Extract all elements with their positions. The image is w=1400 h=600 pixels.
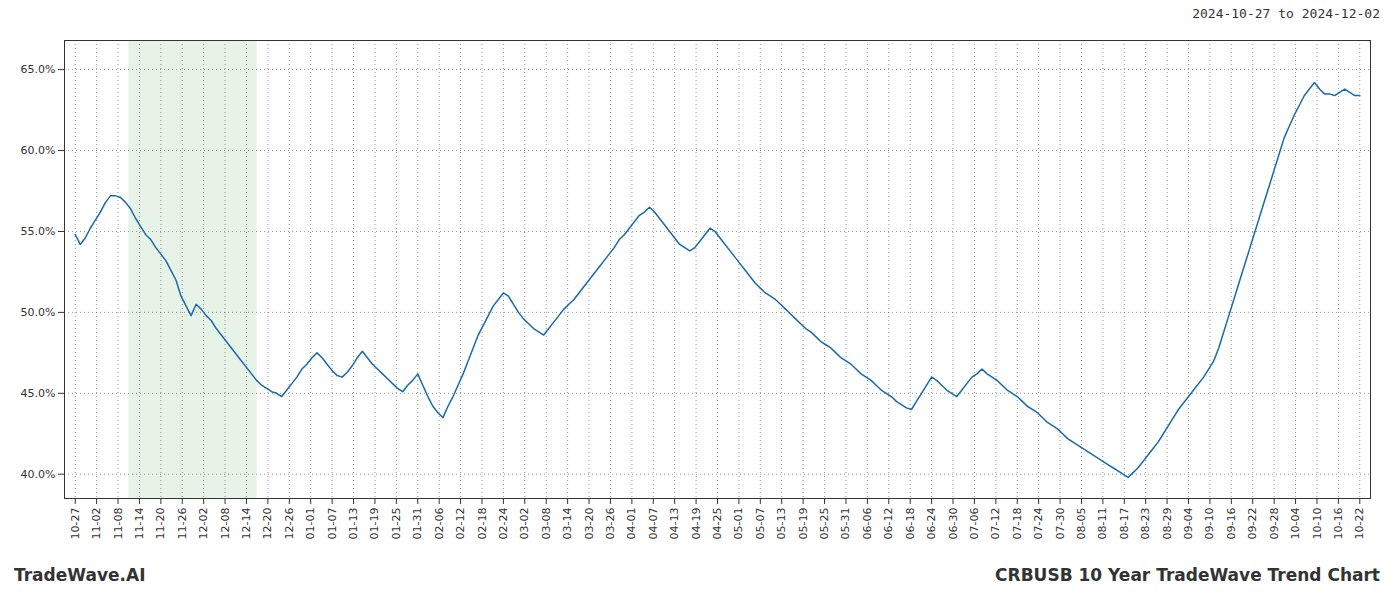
svg-text:07-12: 07-12 xyxy=(989,508,1002,540)
svg-text:05-19: 05-19 xyxy=(797,508,810,540)
svg-text:03-26: 03-26 xyxy=(604,508,617,540)
svg-text:01-19: 01-19 xyxy=(368,508,381,540)
svg-text:07-24: 07-24 xyxy=(1032,508,1045,540)
svg-text:04-13: 04-13 xyxy=(668,508,681,540)
svg-text:04-01: 04-01 xyxy=(625,508,638,540)
svg-text:50.0%: 50.0% xyxy=(21,306,56,319)
svg-text:04-19: 04-19 xyxy=(690,508,703,540)
svg-text:08-23: 08-23 xyxy=(1139,508,1152,540)
svg-text:05-25: 05-25 xyxy=(818,508,831,540)
svg-text:40.0%: 40.0% xyxy=(21,468,56,481)
svg-text:03-20: 03-20 xyxy=(583,508,596,540)
svg-text:09-16: 09-16 xyxy=(1225,508,1238,540)
svg-text:07-18: 07-18 xyxy=(1011,508,1024,540)
svg-text:09-10: 09-10 xyxy=(1203,508,1216,540)
svg-text:03-02: 03-02 xyxy=(518,508,531,540)
svg-text:11-26: 11-26 xyxy=(176,508,189,540)
svg-text:06-24: 06-24 xyxy=(925,508,938,540)
svg-text:09-04: 09-04 xyxy=(1182,508,1195,540)
svg-text:01-01: 01-01 xyxy=(304,508,317,540)
svg-text:45.0%: 45.0% xyxy=(21,387,56,400)
svg-text:05-31: 05-31 xyxy=(839,508,852,540)
svg-text:03-14: 03-14 xyxy=(561,508,574,540)
svg-text:11-08: 11-08 xyxy=(112,508,125,540)
svg-text:12-14: 12-14 xyxy=(240,508,253,540)
svg-text:09-22: 09-22 xyxy=(1246,508,1259,540)
svg-text:12-26: 12-26 xyxy=(283,508,296,540)
svg-text:08-29: 08-29 xyxy=(1161,508,1174,540)
svg-text:05-01: 05-01 xyxy=(732,508,745,540)
svg-text:12-02: 12-02 xyxy=(197,508,210,540)
svg-text:01-07: 01-07 xyxy=(326,508,339,540)
svg-text:11-20: 11-20 xyxy=(154,508,167,540)
svg-text:06-18: 06-18 xyxy=(904,508,917,540)
svg-text:11-02: 11-02 xyxy=(90,508,103,540)
svg-text:65.0%: 65.0% xyxy=(21,63,56,76)
svg-text:02-06: 02-06 xyxy=(433,508,446,540)
svg-text:01-25: 01-25 xyxy=(390,508,403,540)
svg-text:08-05: 08-05 xyxy=(1075,508,1088,540)
svg-text:05-07: 05-07 xyxy=(754,508,767,540)
svg-text:04-25: 04-25 xyxy=(711,508,724,540)
html-text:CRBUSB 10 Year TradeWave Trend: CRBUSB 10 Year TradeWave Trend Chart xyxy=(995,565,1380,585)
svg-text:10-27: 10-27 xyxy=(69,508,82,540)
svg-text:02-24: 02-24 xyxy=(497,508,510,540)
svg-text:07-30: 07-30 xyxy=(1054,508,1067,540)
svg-text:08-11: 08-11 xyxy=(1096,508,1109,540)
svg-text:06-06: 06-06 xyxy=(861,508,874,540)
svg-text:04-07: 04-07 xyxy=(647,508,660,540)
html-text:2024-10-27 to 2024-12-02: 2024-10-27 to 2024-12-02 xyxy=(1192,6,1380,21)
svg-text:06-30: 06-30 xyxy=(947,508,960,540)
svg-text:01-31: 01-31 xyxy=(411,508,424,540)
svg-text:09-28: 09-28 xyxy=(1268,508,1281,540)
svg-text:02-18: 02-18 xyxy=(476,508,489,540)
svg-text:06-12: 06-12 xyxy=(882,508,895,540)
svg-text:60.0%: 60.0% xyxy=(21,144,56,157)
svg-text:10-22: 10-22 xyxy=(1353,508,1366,540)
svg-text:08-17: 08-17 xyxy=(1118,508,1131,540)
svg-text:10-10: 10-10 xyxy=(1310,508,1323,540)
svg-text:11-14: 11-14 xyxy=(133,508,146,540)
svg-text:07-06: 07-06 xyxy=(968,508,981,540)
svg-text:12-08: 12-08 xyxy=(219,508,232,540)
svg-text:01-13: 01-13 xyxy=(347,508,360,540)
svg-text:10-04: 10-04 xyxy=(1289,508,1302,540)
svg-text:03-08: 03-08 xyxy=(540,508,553,540)
svg-text:55.0%: 55.0% xyxy=(21,225,56,238)
html-text:TradeWave.AI: TradeWave.AI xyxy=(14,565,146,585)
svg-text:02-12: 02-12 xyxy=(454,508,467,540)
svg-text:12-20: 12-20 xyxy=(261,508,274,540)
svg-text:10-16: 10-16 xyxy=(1332,508,1345,540)
svg-text:05-13: 05-13 xyxy=(775,508,788,540)
